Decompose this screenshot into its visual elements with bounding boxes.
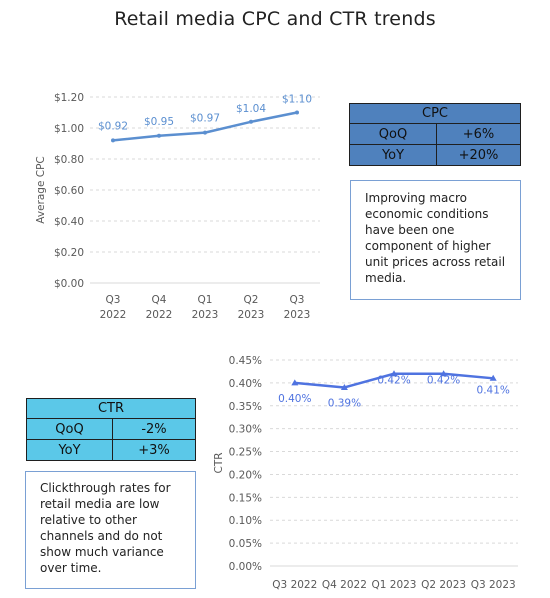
ctr-x-tick-label: Q2 2023 — [421, 579, 466, 591]
ctr-data-point — [390, 370, 398, 377]
ctr-yoy-value: +3% — [112, 439, 196, 461]
cpc-yoy-label: YoY — [349, 144, 437, 166]
cpc-x-tick-label: Q4 — [152, 294, 167, 306]
cpc-x-tick-label: Q1 — [198, 294, 213, 306]
ctr-y-tick-label: 0.15% — [229, 492, 262, 504]
cpc-note: Improving macro economic conditions have… — [350, 180, 521, 300]
ctr-x-tick-label: Q4 2022 — [322, 579, 367, 591]
ctr-data-label: 0.42% — [427, 375, 460, 387]
ctr-y-tick-label: 0.35% — [229, 401, 262, 413]
cpc-x-tick-label: Q2 — [244, 294, 259, 306]
cpc-data-point — [111, 138, 115, 143]
ctr-data-label: 0.41% — [477, 384, 510, 396]
ctr-y-tick-label: 0.00% — [229, 561, 262, 573]
page-title: Retail media CPC and CTR trends — [114, 8, 436, 30]
ctr-data-point — [489, 374, 497, 381]
ctr-data-point — [291, 379, 299, 386]
cpc-data-point — [295, 110, 299, 115]
ctr-y-tick-label: 0.30% — [229, 424, 262, 436]
cpc-data-label: $0.92 — [98, 120, 128, 132]
cpc-y-axis-title: Average CPC — [35, 156, 47, 223]
cpc-data-label: $0.95 — [144, 116, 174, 128]
ctr-stats-table: CTR QoQ -2% YoY +3% — [26, 398, 196, 461]
cpc-qoq-value: +6% — [436, 123, 521, 145]
ctr-data-label: 0.39% — [328, 397, 361, 409]
cpc-data-label: $0.97 — [190, 113, 220, 125]
cpc-data-point — [203, 130, 207, 135]
cpc-stats-table: CPC QoQ +6% YoY +20% — [349, 103, 521, 166]
ctr-data-point — [340, 383, 348, 390]
ctr-y-axis-title: CTR — [213, 452, 225, 473]
cpc-y-tick-label: $0.40 — [54, 216, 84, 228]
ctr-y-tick-label: 0.25% — [229, 447, 262, 459]
cpc-data-point — [249, 119, 253, 124]
cpc-y-tick-label: $1.00 — [54, 123, 84, 135]
cpc-y-tick-label: $1.20 — [54, 92, 84, 104]
ctr-note: Clickthrough rates for retail media are … — [25, 471, 196, 589]
cpc-y-tick-label: $0.60 — [54, 185, 84, 197]
cpc-qoq-label: QoQ — [349, 123, 437, 145]
cpc-data-point — [157, 133, 161, 138]
cpc-x-tick-label: Q3 — [106, 294, 121, 306]
ctr-y-tick-label: 0.40% — [229, 378, 262, 390]
cpc-y-tick-label: $0.00 — [54, 278, 84, 290]
cpc-y-tick-label: $0.80 — [54, 154, 84, 166]
ctr-data-point — [440, 370, 448, 377]
ctr-table-header: CTR — [26, 398, 196, 419]
cpc-x-tick-label: 2023 — [192, 309, 219, 321]
cpc-yoy-value: +20% — [436, 144, 521, 166]
cpc-data-label: $1.04 — [236, 103, 266, 115]
cpc-table-header: CPC — [349, 103, 521, 124]
ctr-y-tick-label: 0.10% — [229, 515, 262, 527]
cpc-x-tick-label: 2023 — [284, 309, 311, 321]
ctr-data-label: 0.40% — [278, 393, 311, 405]
ctr-yoy-label: YoY — [26, 439, 113, 461]
cpc-x-tick-label: Q3 — [290, 294, 305, 306]
cpc-y-tick-label: $0.20 — [54, 247, 84, 259]
ctr-qoq-value: -2% — [112, 418, 196, 440]
ctr-data-label: 0.42% — [377, 375, 410, 387]
ctr-y-tick-label: 0.45% — [229, 355, 262, 367]
cpc-x-tick-label: 2022 — [100, 309, 127, 321]
ctr-qoq-label: QoQ — [26, 418, 113, 440]
ctr-x-tick-label: Q3 2022 — [272, 579, 317, 591]
ctr-x-tick-label: Q1 2023 — [371, 579, 416, 591]
ctr-y-tick-label: 0.05% — [229, 538, 262, 550]
ctr-y-tick-label: 0.20% — [229, 469, 262, 481]
cpc-data-label: $1.10 — [282, 94, 312, 106]
cpc-x-tick-label: 2022 — [146, 309, 173, 321]
ctr-x-tick-label: Q3 2023 — [471, 579, 516, 591]
cpc-x-tick-label: 2023 — [238, 309, 265, 321]
